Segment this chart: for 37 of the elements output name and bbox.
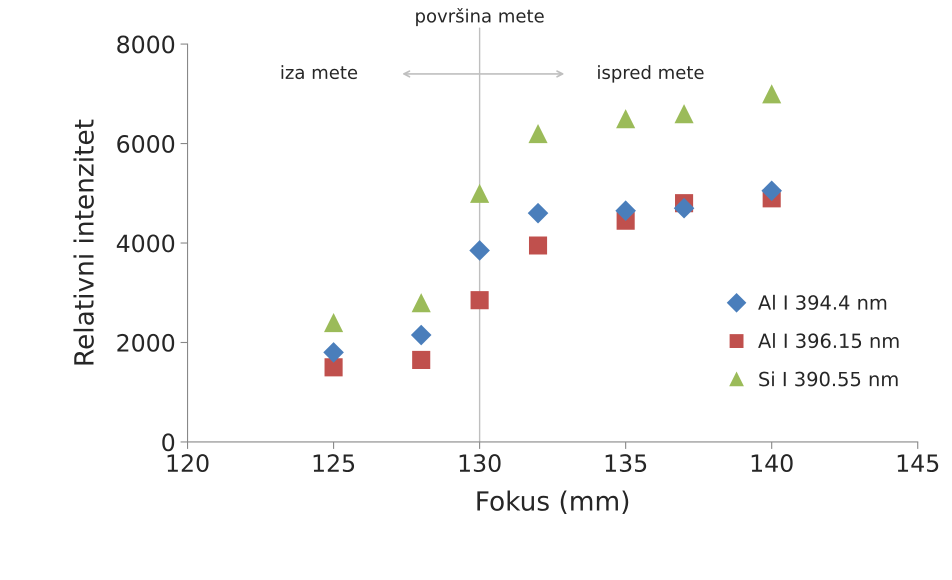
x-tick-label: 140: [752, 454, 793, 472]
y-tick-label: 6000: [117, 134, 174, 153]
point: [528, 124, 548, 144]
point: [323, 342, 344, 363]
point: [616, 109, 636, 128]
point: [615, 200, 636, 221]
x-tick-label: 130: [460, 454, 501, 472]
point: [324, 358, 343, 376]
point: [469, 240, 490, 261]
point: [528, 202, 548, 224]
point: [412, 350, 430, 369]
legend-label: Al I 394.4 nm: [758, 294, 886, 310]
y-tick-label: 4000: [116, 234, 174, 252]
y-tick-label: 0: [162, 433, 174, 452]
point: [470, 291, 489, 310]
y-tick-label: 2000: [117, 334, 174, 352]
point: [674, 198, 694, 219]
annotation: ispred mete: [598, 65, 704, 83]
point: [762, 84, 782, 104]
legend-label: Si I 390.55 nm: [759, 371, 898, 386]
point: [470, 184, 490, 203]
x-axis-title: Fokus (mm): [477, 490, 628, 514]
x-tick-label: 125: [314, 454, 354, 472]
x-tick-label: 120: [168, 454, 209, 472]
legend-label: Al I 396.15 nm: [758, 333, 899, 348]
point: [528, 236, 548, 255]
point: [412, 293, 431, 312]
x-tick-label: 145: [898, 454, 938, 472]
y-tick-label: 8000: [117, 36, 174, 54]
point: [324, 313, 344, 332]
point: [761, 180, 782, 202]
y-axis-title: Relativni intenzitet: [73, 120, 94, 364]
point: [674, 104, 694, 124]
point: [410, 324, 432, 346]
ref-line-label: površina mete: [416, 8, 544, 26]
annotation: iza mete: [282, 65, 358, 80]
x-tick-label: 135: [606, 454, 646, 472]
